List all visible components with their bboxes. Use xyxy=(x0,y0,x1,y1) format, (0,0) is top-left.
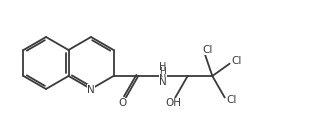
Text: OH: OH xyxy=(165,99,181,108)
Text: O: O xyxy=(119,99,127,108)
Text: Cl: Cl xyxy=(226,95,237,105)
Text: H: H xyxy=(160,67,166,76)
Text: N: N xyxy=(87,85,95,95)
Text: Cl: Cl xyxy=(203,45,213,54)
Text: N: N xyxy=(159,77,167,87)
Text: Cl: Cl xyxy=(231,56,242,66)
Text: H
N: H N xyxy=(159,62,167,84)
